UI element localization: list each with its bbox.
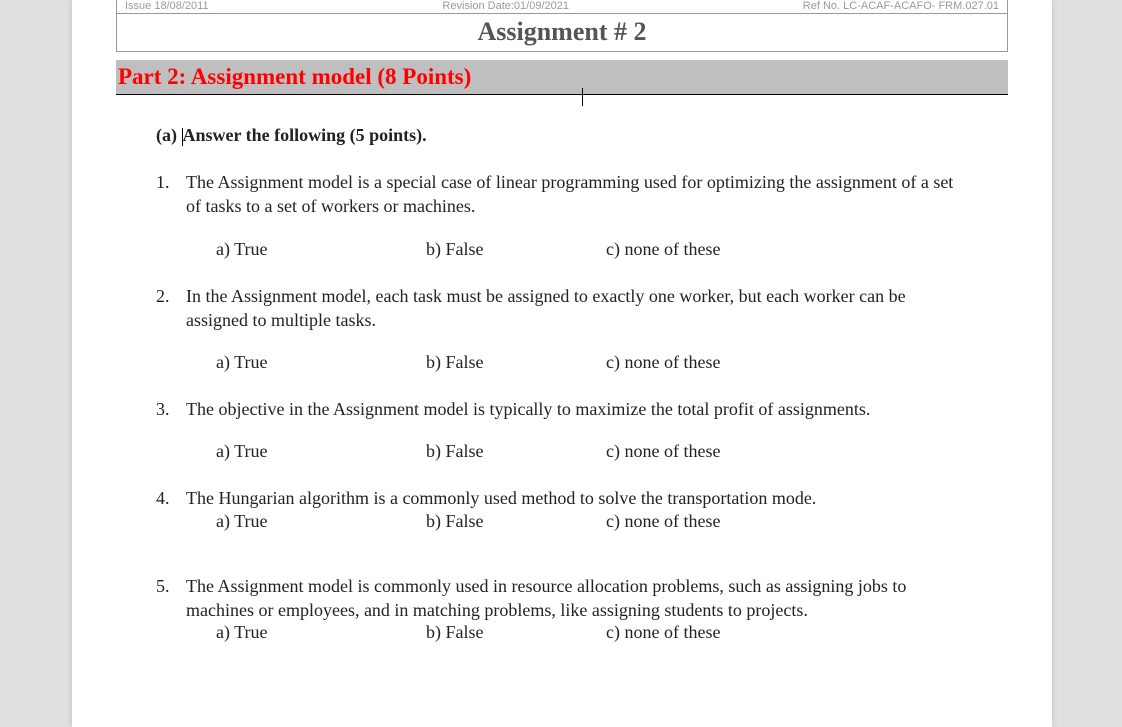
content-area: (a) Answer the following (5 points). 1. …	[116, 125, 1008, 643]
header-issue: Issue 18/08/2011	[125, 0, 209, 12]
section-a-heading: (a) Answer the following (5 points).	[156, 125, 968, 146]
question-number: 4.	[156, 486, 186, 510]
question-text: In the Assignment model, each task must …	[186, 284, 968, 333]
question-text: The objective in the Assignment model is…	[186, 397, 968, 421]
question-4-block: 4. The Hungarian algorithm is a commonly…	[156, 486, 968, 531]
option-b: b) False	[426, 239, 606, 260]
option-b: b) False	[426, 352, 606, 373]
header-row: Issue 18/08/2011 Revision Date:01/09/202…	[116, 0, 1008, 14]
assignment-title: Assignment # 2	[116, 14, 1008, 52]
option-c: c) none of these	[606, 441, 720, 462]
question-number: 5.	[156, 574, 186, 623]
question-text: The Hungarian algorithm is a commonly us…	[186, 486, 968, 510]
part-heading: Part 2: Assignment model (8 Points)	[116, 60, 1008, 95]
question-number: 2.	[156, 284, 186, 333]
option-b: b) False	[426, 622, 606, 643]
question-5: 5. The Assignment model is commonly used…	[156, 574, 968, 623]
option-c: c) none of these	[606, 239, 720, 260]
question-4-options: a) True b) False c) none of these	[216, 511, 968, 532]
question-3-options: a) True b) False c) none of these	[216, 441, 968, 462]
question-number: 1.	[156, 170, 186, 219]
option-b: b) False	[426, 511, 606, 532]
question-2: 2. In the Assignment model, each task mu…	[156, 284, 968, 333]
question-text: The Assignment model is a special case o…	[186, 170, 968, 219]
document-page: Issue 18/08/2011 Revision Date:01/09/202…	[72, 0, 1052, 727]
section-a-text: Answer the following (5 points).	[183, 125, 427, 145]
question-5-options: a) True b) False c) none of these	[216, 622, 968, 643]
option-a: a) True	[216, 352, 426, 373]
option-a: a) True	[216, 622, 426, 643]
question-text: The Assignment model is commonly used in…	[186, 574, 968, 623]
question-5-block: 5. The Assignment model is commonly used…	[156, 574, 968, 644]
question-4: 4. The Hungarian algorithm is a commonly…	[156, 486, 968, 510]
text-cursor-icon	[582, 88, 583, 106]
option-c: c) none of these	[606, 622, 720, 643]
option-a: a) True	[216, 239, 426, 260]
option-c: c) none of these	[606, 352, 720, 373]
section-a-label: (a)	[156, 125, 182, 145]
question-2-options: a) True b) False c) none of these	[216, 352, 968, 373]
header-ref: Ref No. LC-ACAF-ACAFO- FRM.027.01	[803, 0, 999, 12]
question-1: 1. The Assignment model is a special cas…	[156, 170, 968, 219]
option-a: a) True	[216, 441, 426, 462]
option-b: b) False	[426, 441, 606, 462]
question-3: 3. The objective in the Assignment model…	[156, 397, 968, 421]
document-inner: Issue 18/08/2011 Revision Date:01/09/202…	[72, 0, 1052, 643]
option-a: a) True	[216, 511, 426, 532]
header-revision: Revision Date:01/09/2021	[442, 0, 569, 12]
question-number: 3.	[156, 397, 186, 421]
question-1-options: a) True b) False c) none of these	[216, 239, 968, 260]
option-c: c) none of these	[606, 511, 720, 532]
